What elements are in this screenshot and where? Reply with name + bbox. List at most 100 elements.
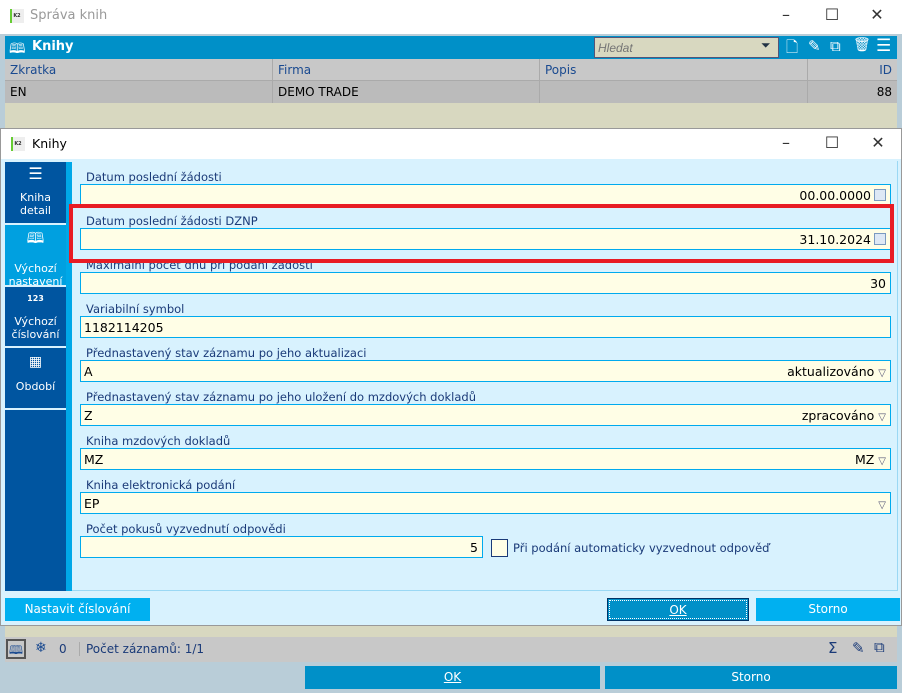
book-view-icon[interactable]: 🕮	[6, 639, 26, 659]
window-title: Správa knih	[30, 8, 108, 23]
auto-fetch-label: Při podání automaticky vyzvednout odpově…	[513, 541, 770, 555]
field-input[interactable]: 5	[80, 536, 483, 558]
search-input[interactable]	[594, 37, 779, 58]
add-document-icon[interactable]: ⧉	[874, 638, 885, 656]
minimize-button[interactable]: –	[782, 133, 790, 152]
sidebar-item-default-numbering[interactable]: 123 Výchozí číslování	[5, 287, 66, 348]
field-input[interactable]: EP ▽	[80, 492, 891, 514]
sidebar-label: nastavení	[8, 275, 63, 288]
field-input[interactable]: 31.10.2024	[80, 228, 891, 250]
new-icon[interactable]: 🗋	[786, 38, 799, 56]
main-cancel-button[interactable]: Storno	[605, 666, 897, 689]
column-header[interactable]: Zkratka	[5, 59, 273, 80]
field-value: Z	[84, 408, 93, 423]
field-label: Přednastavený stav záznamu po jeho aktua…	[86, 346, 367, 360]
auto-fetch-checkbox[interactable]	[491, 539, 508, 557]
frozen-count: 0	[59, 642, 67, 656]
book-icon: 🕮	[26, 229, 45, 247]
close-button[interactable]: ✕	[871, 133, 885, 152]
calendar-icon[interactable]	[874, 189, 886, 201]
field-input[interactable]: MZ MZ ▽	[80, 448, 891, 470]
field-label: Datum poslední žádosti	[86, 170, 222, 184]
sidebar-item-period[interactable]: ▦ Období	[5, 348, 66, 410]
list-icon: ☰	[28, 164, 43, 183]
field-input[interactable]: 00.00.0000	[80, 184, 891, 206]
app-logo: K2	[11, 137, 25, 151]
books-header: 🕮 Knihy ⏷ 🗋 ✎ ⧉ 🗑 ☰	[5, 36, 897, 59]
field-right-value: 00.00.0000	[799, 188, 886, 203]
field-right-value: aktualizováno ▽	[787, 364, 886, 379]
form-panel	[72, 161, 898, 591]
table-header: Zkratka Firma Popis ID	[5, 59, 897, 81]
dropdown-icon[interactable]: ▽	[878, 500, 886, 511]
dropdown-icon[interactable]: ▽	[878, 412, 886, 423]
field-value: MZ	[84, 452, 104, 467]
field-right-value: 5	[470, 540, 478, 555]
highlight-box	[69, 204, 894, 263]
field-label: Kniha mzdových dokladů	[86, 434, 231, 448]
copy-icon[interactable]: ⧉	[830, 37, 841, 55]
dialog-title: Knihy	[32, 136, 67, 151]
column-header[interactable]: ID	[879, 63, 892, 77]
field-label: Kniha elektronická podání	[86, 478, 236, 492]
field-right-value: 31.10.2024	[799, 232, 886, 247]
field-right-value: 30	[870, 276, 886, 291]
cell: 88	[876, 85, 892, 99]
dialog-title-bar: K2 Knihy – ☐ ✕	[1, 129, 901, 159]
maximize-button[interactable]: ☐	[824, 133, 840, 152]
column-header[interactable]: Firma	[273, 59, 540, 80]
field-input[interactable]: 1182114205	[80, 316, 891, 338]
numbering-icon: 123	[27, 294, 44, 303]
dialog-ok-button[interactable]: OK	[607, 598, 749, 621]
field-value: A	[84, 364, 93, 379]
header-title: Knihy	[32, 39, 74, 54]
sidebar-label: Období	[15, 380, 56, 393]
cell: EN	[5, 81, 273, 103]
filter-icon[interactable]: ⏷	[761, 38, 771, 52]
sidebar-label: Výchozí	[14, 262, 57, 275]
field-value: EP	[84, 496, 100, 511]
calendar-icon[interactable]	[874, 233, 886, 245]
column-header[interactable]: Popis	[540, 59, 808, 80]
menu-icon[interactable]: ☰	[876, 36, 892, 56]
field-input[interactable]: 30	[80, 272, 891, 294]
close-button[interactable]: ✕	[870, 5, 884, 24]
field-label: Datum poslední žádosti DZNP	[86, 214, 258, 228]
dialog-cancel-button[interactable]: Storno	[756, 598, 900, 621]
set-numbering-button[interactable]: Nastavit číslování	[5, 598, 150, 621]
field-value: 1182114205	[84, 320, 164, 335]
table-row[interactable]: EN DEMO TRADE 88	[5, 81, 897, 103]
dropdown-icon[interactable]: ▽	[878, 368, 886, 379]
sidebar-label: detail	[20, 204, 51, 217]
sum-icon[interactable]: Σ	[828, 639, 838, 657]
field-right-value: MZ ▽	[854, 452, 886, 467]
cell	[540, 81, 808, 103]
maximize-button[interactable]: ☐	[824, 5, 840, 24]
book-icon: 🕮	[9, 41, 26, 57]
sidebar-label: Kniha	[20, 191, 51, 204]
sidebar-item-book-detail[interactable]: ☰ Kniha detail	[5, 162, 66, 225]
minimize-button[interactable]: –	[782, 5, 790, 24]
calendar-icon: ▦	[28, 354, 43, 370]
field-right-value: ▽	[874, 496, 886, 511]
record-count: Počet záznamů: 1/1	[79, 642, 204, 656]
field-label: Variabilní symbol	[86, 302, 185, 316]
dropdown-icon[interactable]: ▽	[878, 456, 886, 467]
sidebar-item-default-settings[interactable]: 🕮 Výchozí nastavení	[5, 225, 66, 288]
status-bar: 🕮 ❄ 0 Počet záznamů: 1/1 Σ ✎ ⧉	[5, 637, 897, 662]
edit-icon[interactable]: ✎	[808, 37, 821, 55]
edit-icon[interactable]: ✎	[852, 639, 865, 657]
main-ok-button[interactable]: OK	[305, 666, 600, 689]
app-logo: K2	[10, 9, 24, 23]
cell: DEMO TRADE	[273, 81, 540, 103]
sidebar-label: Výchozí	[14, 315, 57, 328]
field-right-value: zpracováno ▽	[801, 408, 886, 423]
snowflake-icon[interactable]: ❄	[35, 640, 47, 656]
sidebar-label: číslování	[11, 328, 60, 341]
main-title-bar: K2 Správa knih – ☐ ✕	[0, 0, 902, 34]
delete-icon[interactable]: 🗑	[853, 37, 871, 53]
field-label: Přednastavený stav záznamu po jeho ulože…	[86, 390, 476, 404]
field-label: Počet pokusů vyzvednutí odpovědi	[86, 522, 286, 536]
